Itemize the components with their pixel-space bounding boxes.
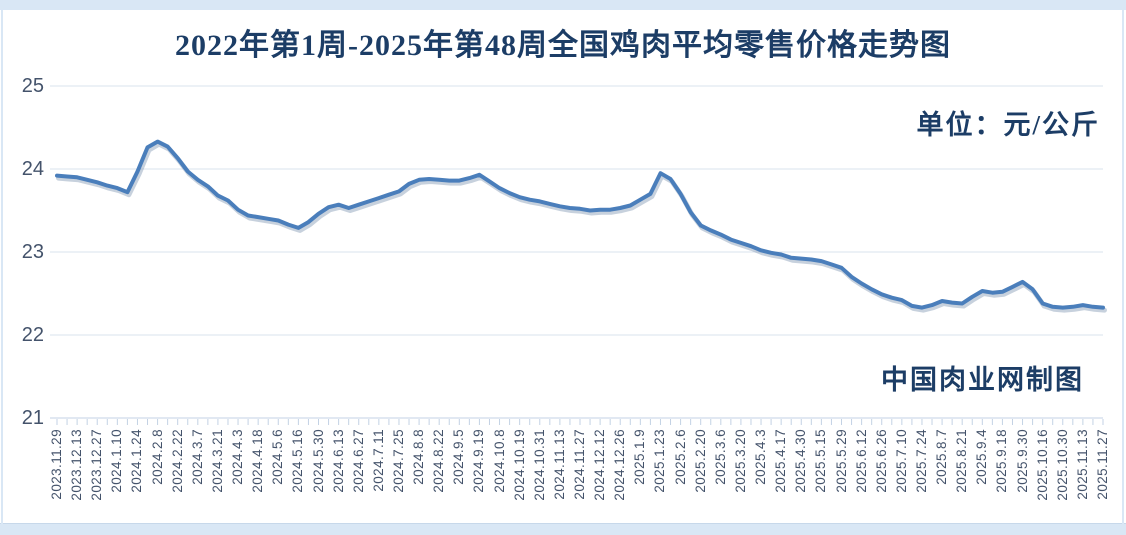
y-axis-label: 24 (21, 158, 44, 180)
x-axis-label: 2025.10.30 (1054, 429, 1070, 501)
x-axis-label: 2024.10.8 (491, 429, 507, 493)
x-axis-label: 2025.9.4 (974, 429, 990, 485)
x-axis-label: 2024.7.25 (390, 429, 406, 493)
x-axis-label: 2024.3.21 (209, 429, 225, 493)
x-axis-label: 2024.12.12 (592, 429, 608, 501)
x-axis-label: 2024.4.18 (250, 429, 266, 493)
x-axis-label: 2024.11.27 (572, 429, 587, 500)
source-credit-annotation: 中国肉业网制图 (881, 365, 1084, 395)
x-axis-label: 2025.1.9 (632, 429, 648, 485)
x-axis-label: 2025.5.29 (833, 429, 849, 493)
x-axis-label: 2024.10.19 (511, 429, 527, 501)
y-axis-label: 25 (21, 75, 44, 97)
x-axis-label: 2025.9.30 (1014, 429, 1030, 493)
x-axis-label: 2024.8.22 (431, 429, 447, 493)
x-axis-label: 2024.5.16 (290, 429, 306, 493)
bottom-frame-band (0, 523, 1126, 535)
x-axis-label: 2024.7.11 (370, 429, 386, 492)
x-axis-label: 2025.4.17 (773, 429, 789, 493)
x-axis-label: 2025.3.6 (712, 429, 728, 485)
x-axis-label: 2025.6.26 (873, 429, 889, 493)
x-axis-label: 2024.10.31 (531, 429, 547, 501)
x-axis-label: 2023.11.29 (49, 429, 64, 500)
x-axis-label: 2025.6.12 (853, 429, 869, 493)
y-axis-label: 23 (21, 241, 44, 263)
right-frame-band (1122, 0, 1124, 535)
y-axis-label: 21 (21, 407, 44, 429)
x-axis-label: 2025.10.16 (1034, 429, 1050, 501)
x-axis-label: 2024.2.22 (169, 429, 185, 493)
x-axis-label: 2025.7.10 (893, 429, 909, 493)
x-axis-label: 2025.8.21 (954, 429, 970, 493)
x-axis-label: 2024.12.26 (612, 429, 628, 501)
x-axis-label: 2024.4.3 (230, 429, 246, 485)
left-frame-band (1, 0, 3, 535)
x-axis-label: 2025.2.20 (692, 429, 708, 493)
x-axis-label: 2023.12.13 (69, 429, 85, 501)
x-axis-label: 2025.3.20 (732, 429, 748, 493)
x-axis-label: 2025.1.23 (652, 429, 668, 493)
chart-title: 2022年第1周-2025年第48周全国鸡肉平均零售价格走势图 (175, 29, 951, 62)
x-axis-label: 2024.1.10 (109, 429, 125, 493)
unit-annotation: 单位：元/公斤 (916, 110, 1100, 140)
x-axis-label: 2024.11.13 (551, 429, 567, 500)
x-axis-label: 2025.11.13 (1074, 429, 1090, 500)
x-axis-label: 2025.8.7 (934, 429, 950, 485)
x-axis-label: 2024.9.19 (471, 429, 487, 493)
x-axis-label: 2024.9.5 (451, 429, 467, 485)
x-axis-label: 2024.5.30 (310, 429, 326, 493)
x-axis-label: 2024.6.13 (330, 429, 346, 493)
x-axis-label: 2025.11.27 (1095, 429, 1110, 500)
x-axis-label: 2025.4.30 (793, 429, 809, 493)
x-axis-label: 2025.7.24 (913, 429, 929, 493)
x-axis-label: 2024.1.24 (129, 429, 145, 493)
x-axis-label: 2024.3.7 (189, 429, 205, 485)
top-frame-band (0, 0, 1126, 10)
x-axis-label: 2024.8.8 (411, 429, 427, 485)
x-axis-label: 2024.6.27 (350, 429, 366, 493)
x-axis-label: 2024.2.8 (149, 429, 165, 485)
y-axis-label: 22 (21, 324, 44, 346)
price-line (55, 139, 1105, 310)
x-axis-label: 2025.4.3 (753, 429, 769, 485)
x-axis-label: 2025.2.6 (672, 429, 688, 485)
x-axis-label: 2025.9.18 (994, 429, 1010, 493)
x-axis-label: 2025.5.15 (813, 429, 829, 493)
x-axis-label: 2023.12.27 (89, 429, 105, 501)
x-axis-label: 2024.5.6 (270, 429, 286, 485)
